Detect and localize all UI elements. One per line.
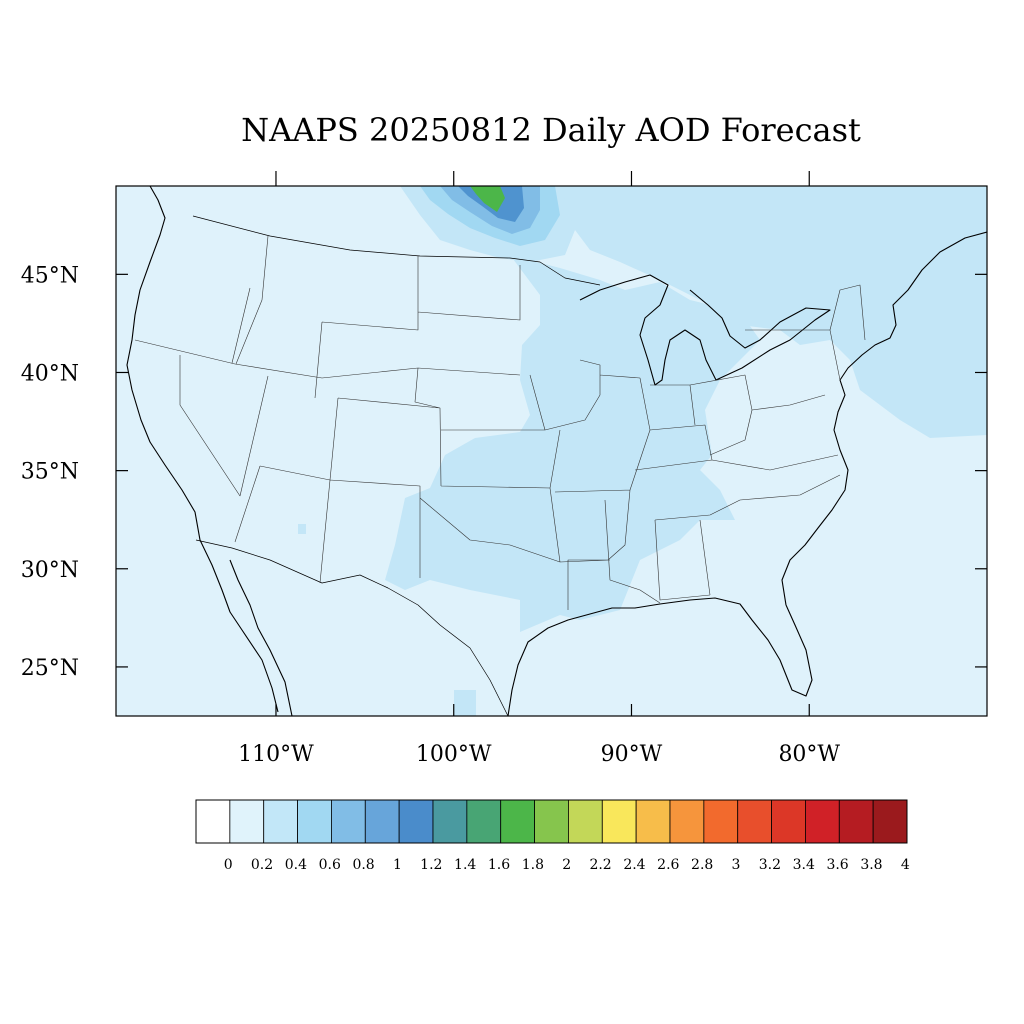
colorbar-swatch [737,799,772,844]
latitude-labels: 25°N 30°N 35°N 40°N 45°N [21,263,79,681]
map-title: NAAPS 20250812 Daily AOD Forecast [241,111,861,149]
colorbar-swatch [263,799,298,844]
colorbar-swatch [805,799,840,844]
great-lakes-shoreline [579,274,831,386]
mexico-us-border [195,539,509,716]
lat-label: 45°N [21,263,79,288]
lon-label: 90°W [601,742,663,767]
aod-region-canada-plume-core [470,186,505,212]
colorbar-label: 3.8 [860,857,882,873]
colorbar-swatch [331,799,366,844]
colorbar-label: 0.2 [251,857,273,873]
map-panel: 25°N 30°N 35°N 40°N 45°N 110°W 100°W 90°W 80°W [21,171,988,767]
state-boundaries [134,235,866,610]
coastlines-and-borders [126,186,987,716]
pacific-coastline [126,186,279,713]
colorbar-label: 3 [732,857,741,873]
colorbar-label: 0.6 [319,857,341,873]
colorbar-swatch [838,799,874,844]
colorbar-swatch [669,799,705,844]
colorbar-label: 0.4 [285,857,307,873]
map-frame [115,185,988,717]
baja-california-coast [229,559,293,716]
colorbar-label: 3.2 [759,857,781,873]
colorbar-swatch [432,799,468,844]
colorbar-swatch [635,799,671,844]
aod-speck-gulf [454,690,476,716]
aod-region-northeast-atlantic [560,186,987,438]
aod-colorbar: 0 0.2 0.4 0.6 0.8 1 1.2 1.4 1.6 1.8 2 2.2 2.4 2.6 2.8 3… [195,799,910,873]
colorbar-label: 2.2 [589,857,611,873]
canada-us-border [192,215,601,286]
colorbar-swatch [703,799,739,844]
lon-label: 80°W [778,742,840,767]
lat-label: 40°N [21,361,79,386]
gulf-coastline [507,597,813,716]
colorbar-swatch [398,799,434,844]
colorbar-label: 0 [224,857,233,873]
colorbar-swatch [534,799,569,844]
colorbar-swatch [195,799,231,844]
colorbar-label: 1.4 [454,857,476,873]
lat-label: 35°N [21,460,79,485]
aod-speck-new-mexico [298,524,306,534]
longitude-labels: 110°W 100°W 90°W 80°W [238,742,840,767]
colorbar-label: 0.8 [352,857,374,873]
colorbar-label: 2.8 [691,857,713,873]
colorbar-swatch [364,799,400,844]
colorbar-frame [195,799,908,844]
colorbar-swatch [771,799,806,844]
colorbar-swatch [500,799,535,844]
lon-label: 110°W [238,742,314,767]
colorbar-swatch [466,799,502,844]
lat-label: 25°N [21,656,79,681]
colorbar-swatch [872,799,908,844]
colorbar-label: 3.6 [826,857,848,873]
aod-region-great-plains [385,255,760,632]
colorbar-swatch [297,799,332,844]
colorbar-label: 1.8 [522,857,544,873]
colorbar-swatch [568,799,603,844]
map-ticks [116,171,987,716]
atlantic-coastline [781,231,987,606]
colorbar-label: 4 [901,857,910,873]
lon-label: 100°W [416,742,492,767]
colorbar-swatch [229,799,265,844]
colorbar-label: 1.2 [420,857,442,873]
colorbar-label: 2.4 [623,857,645,873]
colorbar-label: 3.4 [793,857,815,873]
colorbar-label: 1 [393,857,402,873]
colorbar-swatch [601,799,637,844]
colorbar-label: 2.6 [657,857,679,873]
aod-field [126,186,987,716]
colorbar-label: 1.6 [488,857,510,873]
colorbar-label: 2 [562,857,571,873]
lat-label: 30°N [21,558,79,583]
